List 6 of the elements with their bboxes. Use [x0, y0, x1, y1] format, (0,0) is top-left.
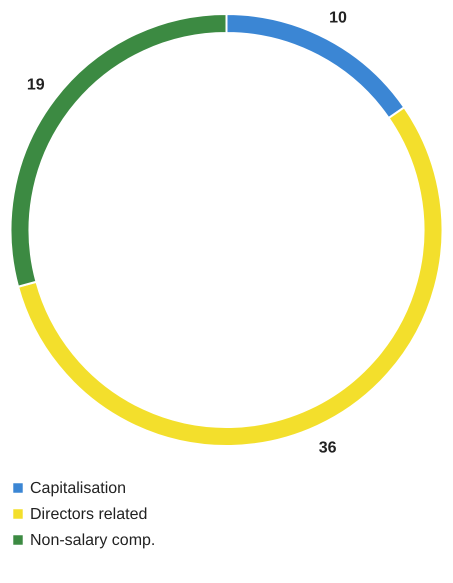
data-label: 19 [26, 76, 45, 94]
legend-label: Capitalisation [30, 480, 126, 497]
data-label: 10 [329, 9, 348, 26]
legend-label: Non-salary comp. [30, 532, 156, 549]
data-label: 36 [318, 440, 337, 457]
legend-label: Directors related [30, 506, 148, 523]
